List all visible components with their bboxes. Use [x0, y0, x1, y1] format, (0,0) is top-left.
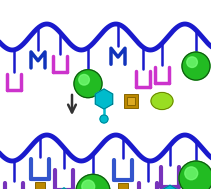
- Circle shape: [100, 115, 108, 123]
- Circle shape: [76, 174, 110, 189]
- Circle shape: [179, 161, 211, 189]
- Polygon shape: [57, 188, 71, 189]
- Circle shape: [79, 74, 89, 85]
- Polygon shape: [95, 89, 113, 109]
- Polygon shape: [163, 185, 177, 189]
- Circle shape: [187, 57, 197, 67]
- Bar: [118, 183, 128, 189]
- Bar: [124, 94, 138, 108]
- Bar: [35, 182, 45, 189]
- Circle shape: [74, 70, 102, 98]
- Circle shape: [82, 180, 95, 189]
- Circle shape: [182, 52, 210, 80]
- Ellipse shape: [151, 92, 173, 109]
- Circle shape: [185, 167, 198, 180]
- Bar: [127, 97, 135, 105]
